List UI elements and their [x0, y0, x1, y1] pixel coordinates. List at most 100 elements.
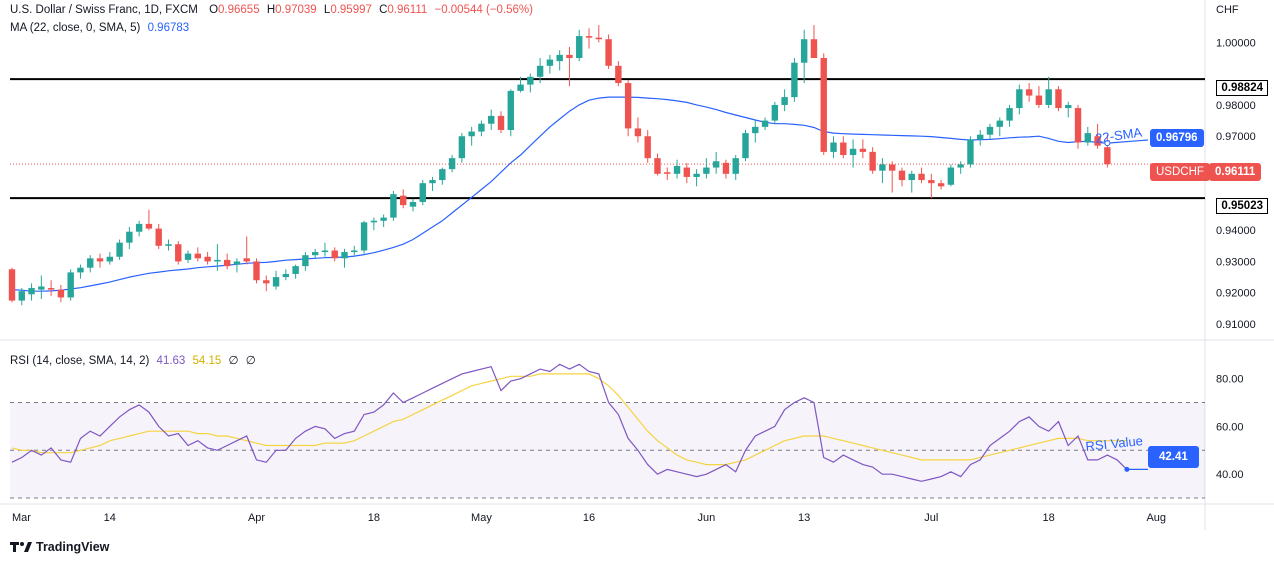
- candle: [957, 161, 964, 174]
- candle-body: [96, 258, 104, 262]
- candle: [869, 147, 876, 174]
- candlestick-series[interactable]: [8, 25, 1111, 306]
- candle-body: [47, 288, 55, 290]
- candle-body: [1035, 95, 1043, 105]
- candle-body: [673, 165, 681, 174]
- candle: [155, 223, 162, 249]
- candle: [986, 123, 994, 140]
- candle: [233, 258, 241, 273]
- candle-body: [810, 39, 818, 58]
- candle: [810, 25, 818, 58]
- candle: [898, 167, 906, 187]
- candle: [1074, 104, 1082, 149]
- candle-body: [135, 223, 143, 232]
- symbol-legend: U.S. Dollar / Swiss Franc, 1D, FXCM O0.9…: [10, 4, 533, 16]
- candle-body: [263, 280, 270, 284]
- candle: [1035, 86, 1043, 109]
- ma-22-line: [11, 96, 1108, 292]
- candle-body: [390, 194, 397, 218]
- candle: [47, 280, 55, 296]
- candle-body: [214, 259, 221, 262]
- candle-body: [576, 36, 583, 58]
- ohlc-low-label: L: [323, 4, 331, 16]
- candle: [341, 248, 348, 268]
- candle-body: [272, 277, 280, 287]
- time-tick-label: 18: [368, 512, 380, 524]
- candle-body: [1016, 89, 1023, 109]
- candle: [605, 34, 612, 69]
- rsi-value: 41.63: [156, 355, 186, 367]
- time-tick-label: Apr: [248, 512, 265, 524]
- candle-body: [302, 255, 309, 267]
- sma-annotation-line: [1107, 139, 1149, 144]
- candle: [634, 117, 642, 143]
- candle: [223, 253, 231, 270]
- candle: [302, 252, 309, 271]
- candle-body: [351, 250, 358, 253]
- candle-body: [654, 158, 661, 174]
- candle: [536, 57, 544, 84]
- candle-body: [996, 120, 1003, 127]
- time-tick-label: 13: [798, 512, 810, 524]
- candle-body: [77, 267, 84, 273]
- candle: [1055, 86, 1062, 112]
- candle: [184, 250, 192, 264]
- candle: [732, 155, 739, 181]
- candle-body: [889, 164, 896, 171]
- sma-annotation-text: 22-SMA: [1094, 125, 1143, 146]
- candle: [370, 217, 378, 231]
- candle: [331, 247, 338, 262]
- candle: [135, 220, 143, 237]
- candle-body: [507, 90, 514, 130]
- candle: [429, 176, 436, 192]
- candle: [57, 284, 65, 303]
- ma-value: 0.96783: [147, 22, 190, 34]
- time-tick-label: 18: [1043, 512, 1055, 524]
- candle: [683, 162, 691, 184]
- annotation-layer: 22-SMA RSI Value: [1085, 125, 1149, 472]
- candle: [77, 264, 84, 279]
- candle: [781, 89, 788, 112]
- candle-body: [722, 162, 730, 174]
- candle: [18, 288, 25, 306]
- candle-body: [752, 126, 759, 134]
- candle-body: [771, 104, 779, 121]
- rsi-sma-value: 54.15: [192, 355, 222, 367]
- candle-body: [703, 167, 710, 174]
- candle-body: [644, 136, 651, 159]
- symbol-title: U.S. Dollar / Swiss Franc, 1D, FXCM: [10, 4, 198, 16]
- candle: [145, 209, 153, 231]
- candle-body: [1104, 147, 1111, 165]
- candle-body: [18, 291, 25, 301]
- candle: [712, 151, 720, 174]
- candle-body: [1045, 89, 1052, 105]
- ohlc-change: −0.00544 (−0.56%): [434, 4, 533, 16]
- candle: [468, 126, 475, 146]
- price-tick-label: 0.98000: [1216, 100, 1256, 112]
- candle-body: [311, 252, 319, 256]
- candle: [879, 158, 886, 184]
- candle: [752, 120, 759, 143]
- candle: [820, 53, 827, 156]
- candle-body: [253, 261, 260, 281]
- rsi-tick-label: 60.00: [1216, 421, 1244, 433]
- candle: [292, 264, 299, 279]
- candle-body: [1025, 89, 1033, 96]
- time-tick-label: 16: [583, 512, 595, 524]
- candle-body: [331, 250, 338, 259]
- candle-body: [165, 244, 172, 246]
- candle: [165, 239, 172, 251]
- candle-body: [595, 37, 602, 40]
- candle: [928, 173, 935, 199]
- candle: [527, 73, 534, 93]
- candle: [253, 258, 260, 284]
- candle-body: [527, 76, 534, 85]
- candle: [664, 167, 671, 181]
- candle: [214, 244, 221, 271]
- candle-body: [400, 195, 407, 206]
- candle-body: [204, 256, 211, 262]
- candle: [272, 270, 280, 290]
- price-tick-label: 0.97000: [1216, 131, 1256, 143]
- candle-body: [341, 252, 348, 259]
